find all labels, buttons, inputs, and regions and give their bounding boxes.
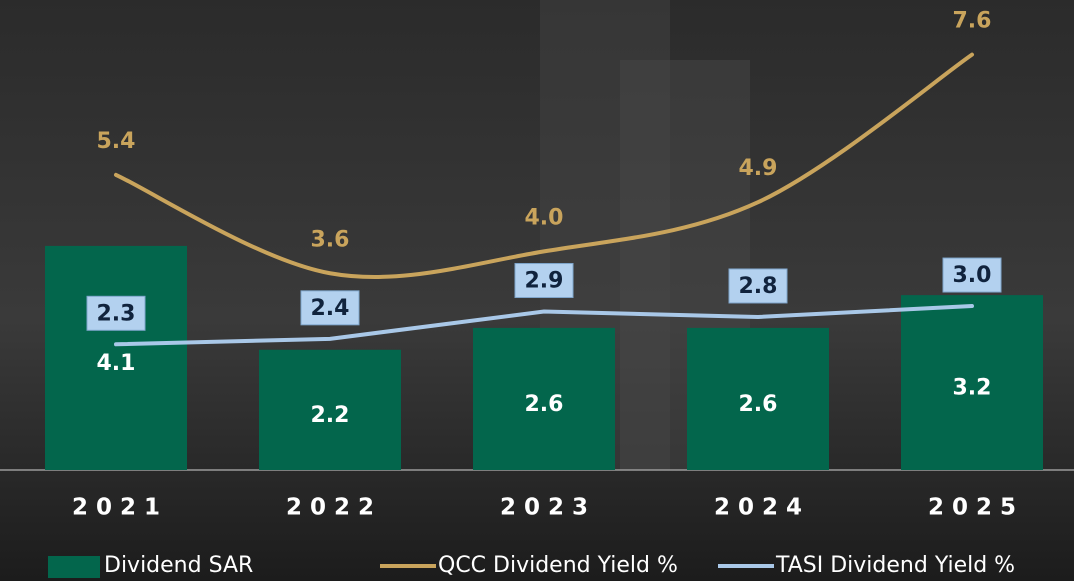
legend-label: QCC Dividend Yield % — [438, 553, 678, 578]
bar — [259, 349, 401, 470]
x-tick-label: 2025 — [928, 495, 1024, 521]
line — [114, 52, 974, 280]
data-label: 7.6 — [953, 9, 992, 34]
data-label: 2.3 — [97, 301, 136, 326]
data-label-box — [86, 295, 146, 331]
bar — [473, 327, 615, 470]
bar-label: 4.1 — [97, 351, 136, 376]
legend-label: Dividend SAR — [104, 553, 253, 578]
legend-swatch — [48, 556, 100, 578]
line — [114, 304, 974, 347]
bar — [901, 295, 1043, 470]
bar — [45, 245, 187, 470]
data-label: 2.8 — [739, 274, 778, 299]
bar — [687, 327, 829, 470]
data-label-box — [514, 263, 574, 299]
bar-label: 2.6 — [739, 392, 778, 417]
data-label: 3.6 — [311, 227, 350, 252]
data-label-box — [300, 290, 360, 326]
data-label: 3.0 — [953, 263, 992, 288]
data-label: 2.9 — [525, 269, 564, 294]
data-label: 5.4 — [97, 129, 136, 154]
x-tick-label: 2021 — [72, 495, 168, 521]
x-tick-label: 2024 — [714, 495, 810, 521]
x-tick-label: 2022 — [286, 495, 382, 521]
x-tick-label: 2023 — [500, 495, 596, 521]
data-label: 4.0 — [525, 205, 564, 230]
data-label: 4.9 — [739, 156, 778, 181]
legend-label: TASI Dividend Yield % — [775, 553, 1015, 578]
bar-label: 2.6 — [525, 392, 564, 417]
data-label: 2.4 — [311, 296, 350, 321]
bar-label: 2.2 — [311, 403, 350, 428]
data-label-box — [942, 257, 1002, 293]
bar-label: 3.2 — [953, 376, 992, 401]
data-label-box — [728, 268, 788, 304]
